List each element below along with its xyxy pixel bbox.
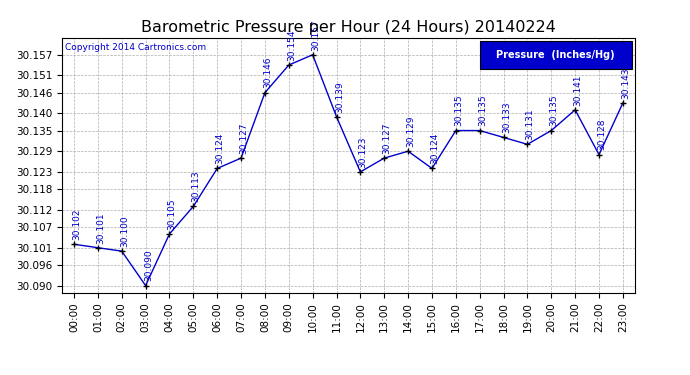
- Text: 30.135: 30.135: [549, 95, 559, 126]
- Text: 30.139: 30.139: [335, 81, 344, 112]
- Text: 30.113: 30.113: [192, 171, 201, 202]
- Title: Barometric Pressure per Hour (24 Hours) 20140224: Barometric Pressure per Hour (24 Hours) …: [141, 20, 556, 35]
- Text: 30.105: 30.105: [168, 198, 177, 230]
- Text: Pressure  (Inches/Hg): Pressure (Inches/Hg): [496, 50, 615, 60]
- Text: 30.128: 30.128: [598, 119, 607, 150]
- Text: 30.100: 30.100: [120, 215, 129, 247]
- Text: 30.101: 30.101: [96, 212, 105, 243]
- Text: 30.124: 30.124: [431, 133, 440, 164]
- Text: 30.146: 30.146: [263, 57, 273, 88]
- FancyBboxPatch shape: [480, 41, 632, 69]
- Text: 30.154: 30.154: [287, 29, 296, 61]
- Text: 30.141: 30.141: [573, 74, 582, 106]
- Text: Copyright 2014 Cartronics.com: Copyright 2014 Cartronics.com: [65, 43, 206, 52]
- Text: 30.135: 30.135: [454, 95, 463, 126]
- Text: 30.135: 30.135: [478, 95, 487, 126]
- Text: 30.127: 30.127: [382, 123, 391, 154]
- Text: 30.102: 30.102: [72, 209, 81, 240]
- Text: 30.090: 30.090: [144, 250, 153, 282]
- Text: 30.131: 30.131: [526, 108, 535, 140]
- Text: 30.143: 30.143: [621, 67, 630, 99]
- Text: 30.124: 30.124: [215, 133, 224, 164]
- Text: 30.123: 30.123: [359, 136, 368, 168]
- Text: 30.133: 30.133: [502, 102, 511, 133]
- Text: 30.129: 30.129: [406, 116, 415, 147]
- Text: 30.157: 30.157: [311, 19, 320, 51]
- Text: 30.127: 30.127: [239, 123, 248, 154]
